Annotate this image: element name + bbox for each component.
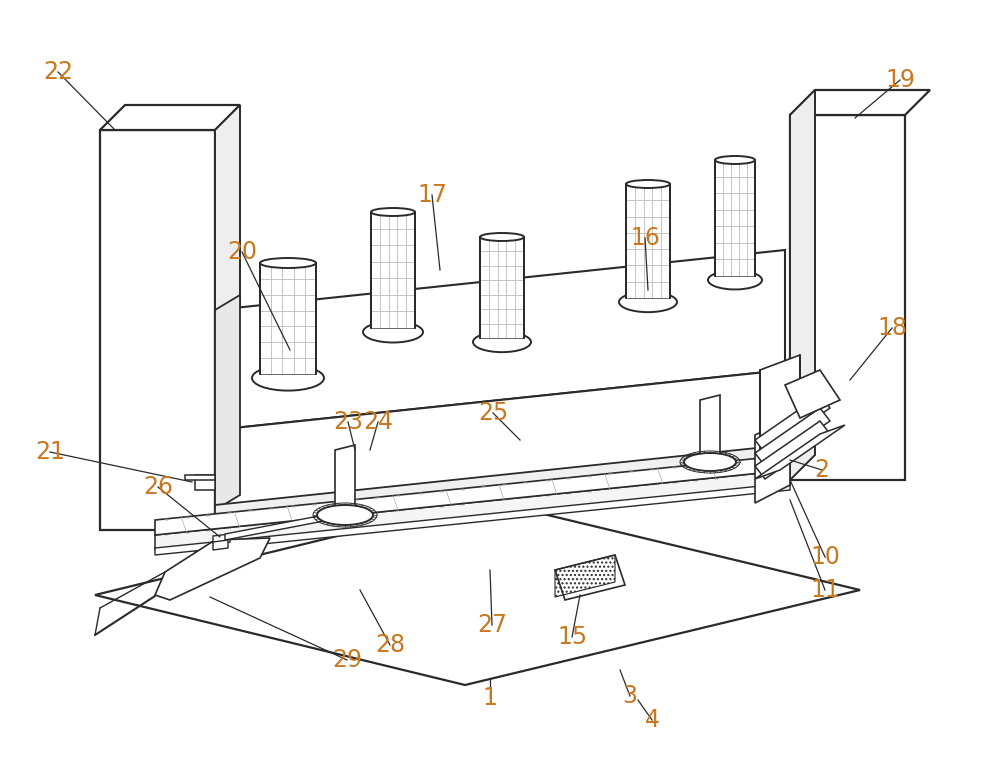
- Polygon shape: [215, 370, 785, 510]
- Polygon shape: [480, 237, 524, 338]
- Ellipse shape: [480, 233, 524, 241]
- Text: 19: 19: [885, 68, 915, 92]
- Polygon shape: [790, 90, 930, 115]
- Text: 29: 29: [332, 648, 362, 672]
- Text: 4: 4: [644, 708, 660, 732]
- Text: 11: 11: [810, 578, 840, 602]
- Polygon shape: [100, 105, 240, 130]
- Polygon shape: [215, 250, 785, 430]
- Text: 26: 26: [143, 475, 173, 499]
- Text: 24: 24: [363, 410, 393, 434]
- Polygon shape: [100, 130, 215, 530]
- Ellipse shape: [684, 453, 736, 471]
- Ellipse shape: [260, 258, 316, 268]
- Ellipse shape: [708, 271, 762, 290]
- Text: 21: 21: [35, 440, 65, 464]
- Text: 28: 28: [375, 633, 405, 657]
- Polygon shape: [225, 510, 350, 540]
- Polygon shape: [700, 395, 720, 465]
- Text: 25: 25: [478, 401, 508, 425]
- Polygon shape: [755, 425, 845, 479]
- Polygon shape: [790, 90, 815, 480]
- Ellipse shape: [626, 180, 670, 188]
- Ellipse shape: [252, 366, 324, 391]
- Polygon shape: [155, 470, 790, 550]
- Polygon shape: [215, 295, 240, 510]
- Text: 3: 3: [622, 684, 638, 708]
- Polygon shape: [715, 160, 755, 276]
- Text: 2: 2: [814, 458, 830, 482]
- Polygon shape: [371, 212, 415, 328]
- Ellipse shape: [473, 331, 531, 352]
- Polygon shape: [155, 538, 270, 600]
- Ellipse shape: [371, 208, 415, 216]
- Text: 15: 15: [557, 625, 587, 649]
- Polygon shape: [185, 475, 215, 480]
- Polygon shape: [755, 395, 830, 453]
- Polygon shape: [260, 263, 316, 374]
- Text: 20: 20: [227, 240, 257, 264]
- Polygon shape: [155, 455, 790, 535]
- Ellipse shape: [715, 156, 755, 164]
- Polygon shape: [195, 475, 215, 490]
- Polygon shape: [213, 534, 230, 544]
- Polygon shape: [215, 105, 240, 530]
- Polygon shape: [785, 370, 840, 418]
- Polygon shape: [760, 355, 800, 455]
- Polygon shape: [335, 445, 355, 515]
- Polygon shape: [195, 545, 240, 560]
- Polygon shape: [155, 483, 790, 555]
- Ellipse shape: [363, 322, 423, 342]
- Polygon shape: [555, 555, 625, 600]
- Polygon shape: [215, 445, 785, 520]
- Polygon shape: [755, 408, 830, 466]
- Ellipse shape: [317, 505, 373, 525]
- Polygon shape: [755, 421, 830, 479]
- Text: 22: 22: [43, 60, 73, 84]
- Polygon shape: [95, 500, 860, 685]
- Polygon shape: [790, 115, 905, 480]
- Polygon shape: [755, 418, 790, 503]
- Polygon shape: [195, 530, 215, 545]
- Text: 16: 16: [630, 226, 660, 250]
- Polygon shape: [626, 184, 670, 298]
- Text: 27: 27: [477, 613, 507, 637]
- Text: 17: 17: [417, 183, 447, 207]
- Ellipse shape: [619, 292, 677, 312]
- Text: 18: 18: [877, 316, 907, 340]
- Text: 23: 23: [333, 410, 363, 434]
- Polygon shape: [213, 540, 228, 550]
- Text: 10: 10: [810, 545, 840, 569]
- Text: 1: 1: [483, 686, 497, 710]
